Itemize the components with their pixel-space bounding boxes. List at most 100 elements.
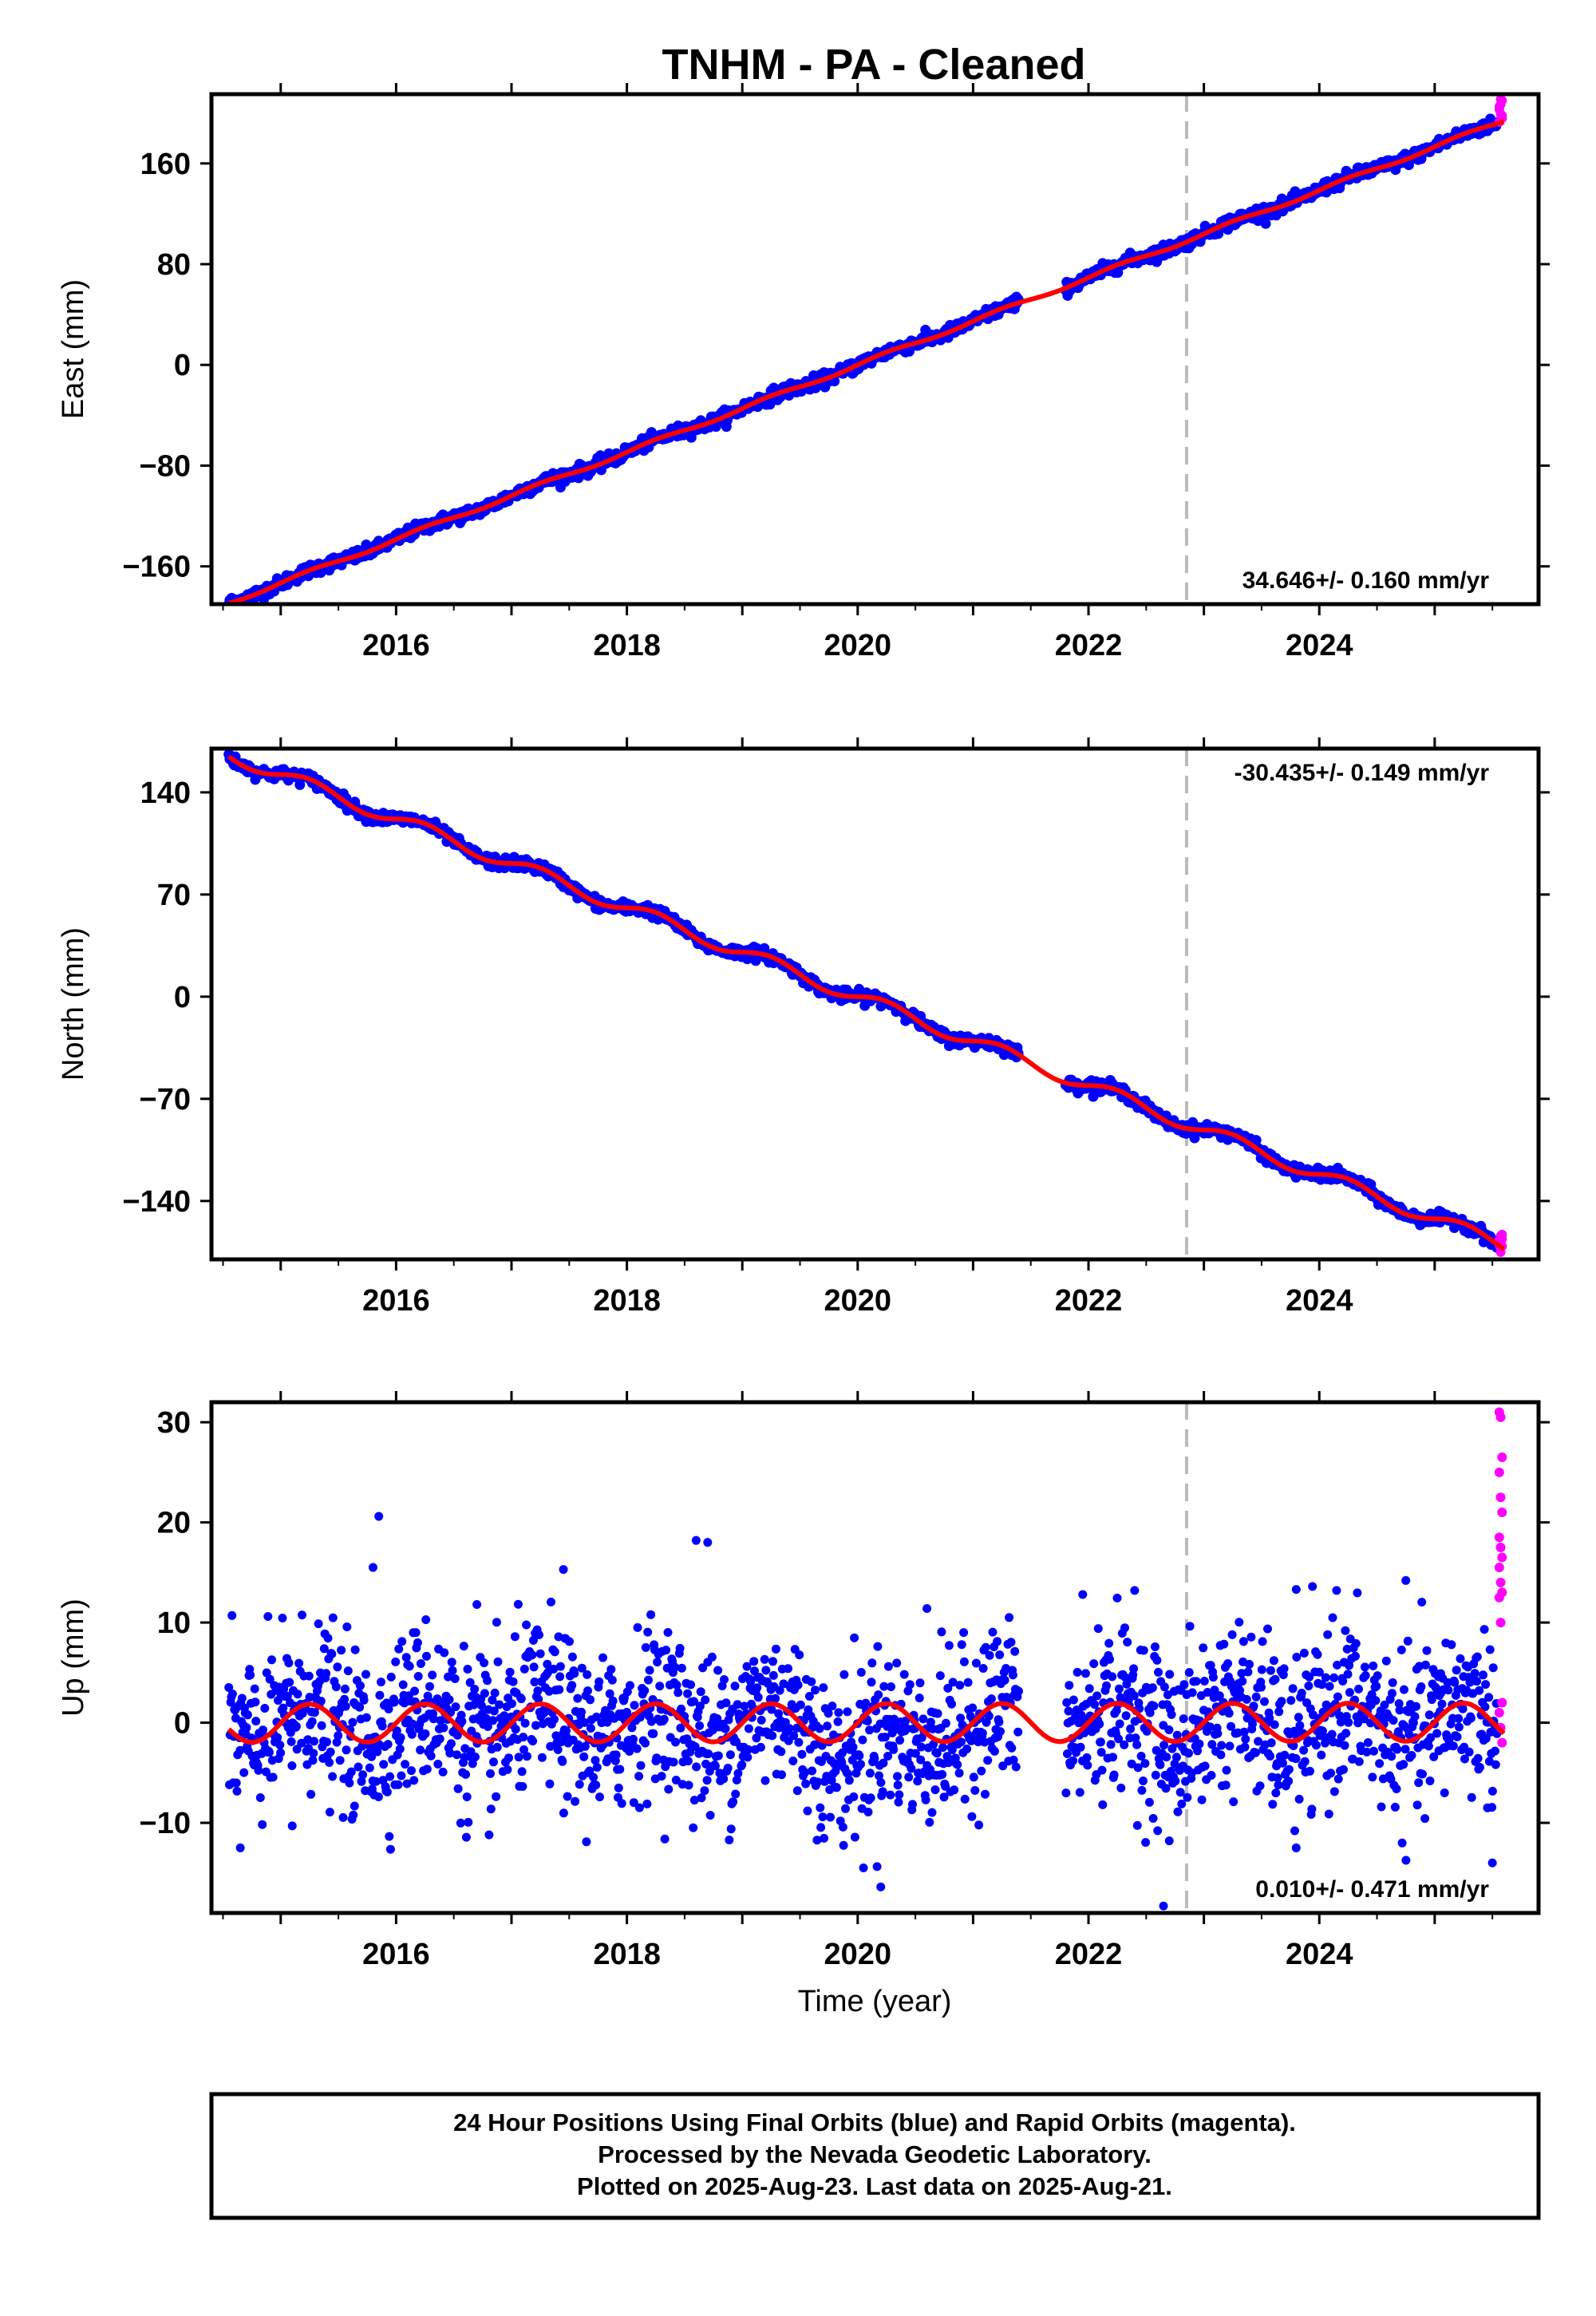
final-point [848,1742,858,1752]
final-point [1332,1586,1341,1595]
final-point [1388,1678,1397,1687]
rapid-point [1495,1542,1506,1552]
final-point [1329,1787,1339,1796]
final-point [278,1614,287,1622]
final-point [1432,1729,1442,1738]
final-point [670,1662,680,1672]
final-point [1097,1765,1107,1775]
final-point [636,1761,646,1770]
final-point [1112,1593,1122,1603]
final-point [1010,1646,1020,1656]
rapid-point [1495,1618,1506,1628]
final-point [1317,1750,1326,1760]
final-point [368,1563,377,1572]
final-point [550,1647,559,1657]
rapid-point [1494,1532,1504,1543]
y-tick-label: −80 [140,449,191,483]
final-point [263,1612,273,1621]
final-point [1221,1780,1231,1790]
final-point [1137,1785,1147,1795]
final-point [1336,1717,1345,1727]
final-point [1216,1750,1226,1760]
final-point [407,1729,417,1739]
final-point [968,1703,978,1713]
final-point [1473,1753,1483,1763]
final-point [462,1792,472,1801]
final-point [935,1671,945,1681]
final-point [744,1724,753,1733]
final-point [1255,1781,1265,1791]
final-point [1321,1738,1329,1748]
final-point [1440,1788,1449,1797]
final-point [856,1668,866,1677]
final-point [1246,1632,1256,1642]
final-point [1400,1745,1410,1754]
final-point [395,1745,405,1753]
final-point [915,1694,924,1703]
final-point [865,1769,875,1778]
final-point [1278,1758,1287,1768]
final-point [1156,1760,1165,1769]
final-point [410,1686,419,1696]
final-point [543,1659,552,1669]
final-point [947,1699,956,1709]
final-point [1145,1708,1155,1717]
final-point [629,1798,638,1808]
final-point [558,1757,567,1766]
final-point [504,1753,513,1763]
final-point [1369,1661,1378,1670]
final-point [1274,1707,1284,1717]
final-point [1224,1709,1234,1718]
final-point [595,1677,604,1686]
final-point [1011,1762,1021,1772]
final-point [260,1704,270,1713]
final-point [1245,1659,1254,1669]
final-point [644,1675,653,1685]
final-point [350,1801,359,1811]
final-point [1120,1673,1130,1682]
final-point [886,1790,895,1800]
final-point [1319,1732,1329,1741]
final-point [267,1655,276,1665]
final-point [858,1735,867,1745]
x-tick-label: 2022 [1055,1284,1123,1318]
final-point [513,1599,523,1609]
final-point [276,1748,286,1757]
final-point [527,1650,537,1660]
final-point [993,1637,1002,1646]
final-point [463,1665,472,1674]
final-point [1141,1838,1151,1848]
final-point [562,1726,571,1736]
final-point [393,1780,403,1789]
final-point [1121,1711,1131,1721]
x-tick-label: 2016 [362,629,430,662]
final-point [516,1694,526,1704]
final-point [1341,1729,1351,1738]
final-point [314,1619,323,1629]
final-point [549,1664,559,1674]
final-point [1208,1673,1218,1682]
final-point [1080,1669,1090,1678]
y-tick-label: 0 [174,1707,191,1741]
final-point [808,1766,817,1776]
final-point [789,1731,799,1741]
x-tick-label: 2018 [593,629,661,662]
final-point [677,1704,686,1713]
final-point [895,1790,904,1800]
final-point [874,1690,883,1700]
final-point [1395,1705,1404,1715]
final-point [386,1672,396,1682]
final-point [669,1757,678,1767]
final-point [1344,1717,1353,1727]
final-point [795,1650,804,1660]
final-point [1095,1719,1104,1729]
final-point [671,1776,681,1784]
final-point [1206,1661,1215,1670]
final-point [807,1677,816,1686]
rapid-orbit-points [1494,1407,1507,1748]
final-point [676,1723,685,1733]
final-point [675,1643,685,1653]
final-point [954,1769,964,1778]
final-point [325,1758,334,1767]
final-point [1009,1755,1018,1765]
